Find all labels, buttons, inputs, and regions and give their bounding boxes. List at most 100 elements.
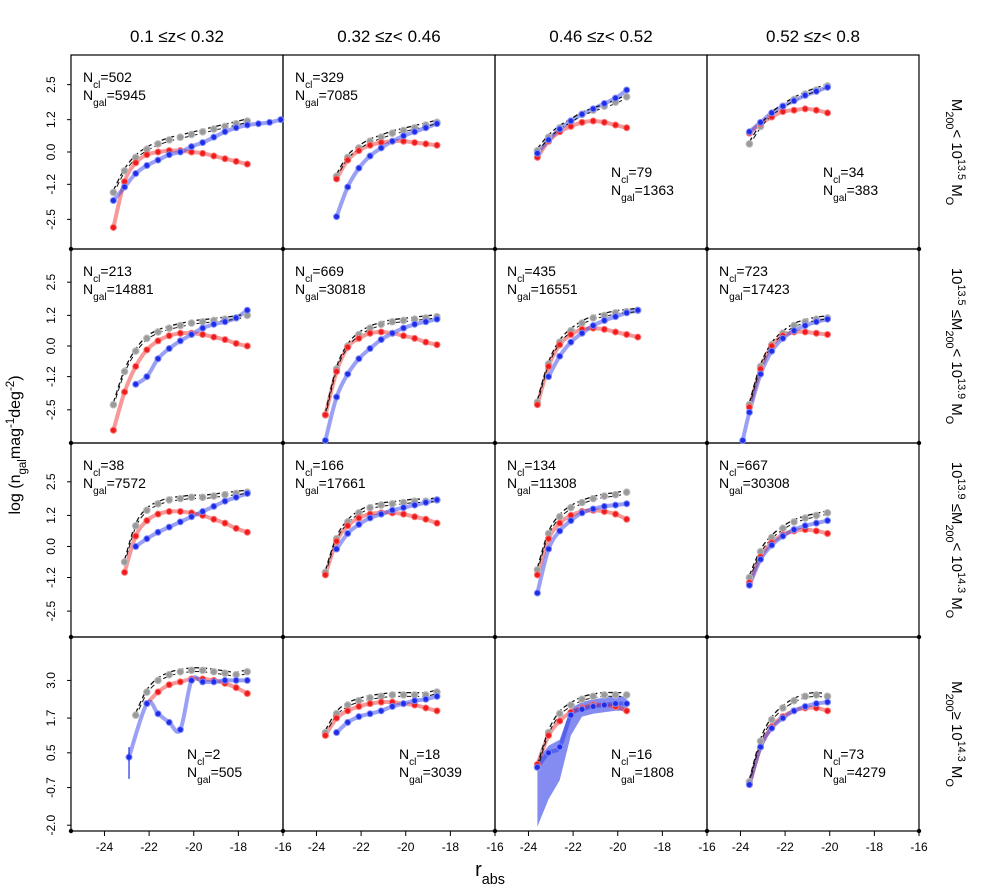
red-point (400, 510, 408, 518)
red-point (533, 401, 541, 409)
gray-point (154, 328, 162, 336)
y-axis-label-part: ) (7, 375, 24, 380)
x-tick-label: -16 (274, 840, 292, 854)
x-axis-label: rabs (475, 859, 505, 888)
blue-point (556, 527, 564, 535)
x-tick-label: -16 (486, 840, 504, 854)
blue-point (388, 329, 396, 337)
ngal-label-part: N (399, 764, 409, 780)
red-point (623, 515, 631, 523)
red-point (154, 337, 162, 345)
x-tick-label: -18 (866, 840, 884, 854)
gray-point (210, 667, 218, 676)
blue-point (243, 676, 251, 684)
blue-point (812, 519, 820, 527)
red-point (824, 530, 832, 538)
red-point (400, 332, 408, 340)
row-label-part: M (948, 762, 965, 779)
blue-point (188, 331, 196, 339)
gray-point (767, 715, 776, 724)
gray-point (143, 506, 151, 515)
red-point (545, 731, 553, 739)
blue-confidence-band (537, 696, 627, 827)
y-tick-label: -2.0 (44, 815, 58, 836)
blue-fit-band (111, 117, 283, 203)
ngal-label-part: =11308 (531, 475, 577, 491)
y-tick-label: 3.0 (44, 672, 58, 689)
red-point (355, 147, 363, 155)
ngal-label: Ngal=17661 (295, 475, 366, 497)
blue-point (623, 500, 631, 508)
red-point (132, 159, 140, 167)
panel-frame (282, 636, 496, 832)
blue-point (612, 501, 620, 509)
ncl-label: Ncl=134 (507, 457, 556, 479)
y-axis-label-part: -2 (5, 381, 17, 391)
red-point (600, 325, 608, 333)
blue-point (377, 144, 385, 152)
y-tick-label: 1.7 (44, 709, 58, 726)
red-point (333, 537, 341, 545)
ngal-label-part: gal (305, 98, 318, 109)
gray-point (221, 669, 229, 677)
red-point (411, 334, 419, 342)
blue-point (210, 133, 218, 141)
gray-point (187, 319, 196, 327)
blue-point (199, 324, 207, 332)
ncl-label-part: cl (833, 757, 840, 768)
red-point (366, 329, 374, 337)
row-label-part: 13.9 (955, 378, 967, 399)
blue-point (199, 139, 207, 147)
blue-point (623, 86, 631, 94)
blue-point (433, 120, 441, 128)
red-point (243, 689, 251, 697)
blue-point (143, 161, 151, 169)
ncl-label-part: cl (305, 274, 312, 285)
red-point (366, 141, 374, 149)
y-axis-label-part: -1 (5, 418, 17, 428)
gray-point (165, 136, 173, 144)
red-point (623, 707, 631, 715)
ncl-label: Ncl=723 (719, 263, 768, 285)
gray-point (779, 524, 787, 533)
red-point (366, 700, 374, 708)
ncl-label-part: cl (517, 274, 524, 285)
ngal-label-part: =14881 (107, 281, 154, 297)
gray-point (600, 492, 609, 500)
total-fit-dashed-lower (536, 311, 638, 404)
total-fit-dashed-lower (748, 513, 828, 580)
y-tick-label: -2.5 (44, 209, 58, 230)
red-point (176, 678, 184, 686)
ncl-label-part: cl (833, 175, 840, 186)
ncl-label-part: cl (409, 757, 416, 768)
red-point (199, 331, 207, 339)
x-tick-label: -24 (732, 840, 750, 854)
row-label-part: < 10 (948, 129, 965, 159)
red-point (422, 140, 430, 148)
gray-point (823, 509, 832, 517)
blue-point (388, 506, 396, 514)
blue-point (545, 373, 553, 381)
blue-point (277, 116, 285, 124)
blue-point (221, 676, 229, 684)
gray-point (187, 666, 196, 675)
blue-point (221, 497, 229, 505)
blue-point (366, 514, 374, 522)
gray-point (221, 490, 229, 499)
blue-point (556, 743, 564, 751)
x-tick-label: -24 (96, 840, 114, 854)
ncl-label-part: cl (621, 757, 628, 768)
red-point (232, 157, 240, 165)
ncl-label-part: cl (729, 468, 736, 479)
ncl-label-part: N (823, 164, 833, 180)
y-tick-label: 0.0 (44, 538, 58, 555)
blue-point (768, 347, 776, 355)
red-point (109, 426, 117, 434)
x-tick-label: -20 (185, 840, 203, 854)
ncl-label: Ncl=213 (83, 263, 132, 285)
